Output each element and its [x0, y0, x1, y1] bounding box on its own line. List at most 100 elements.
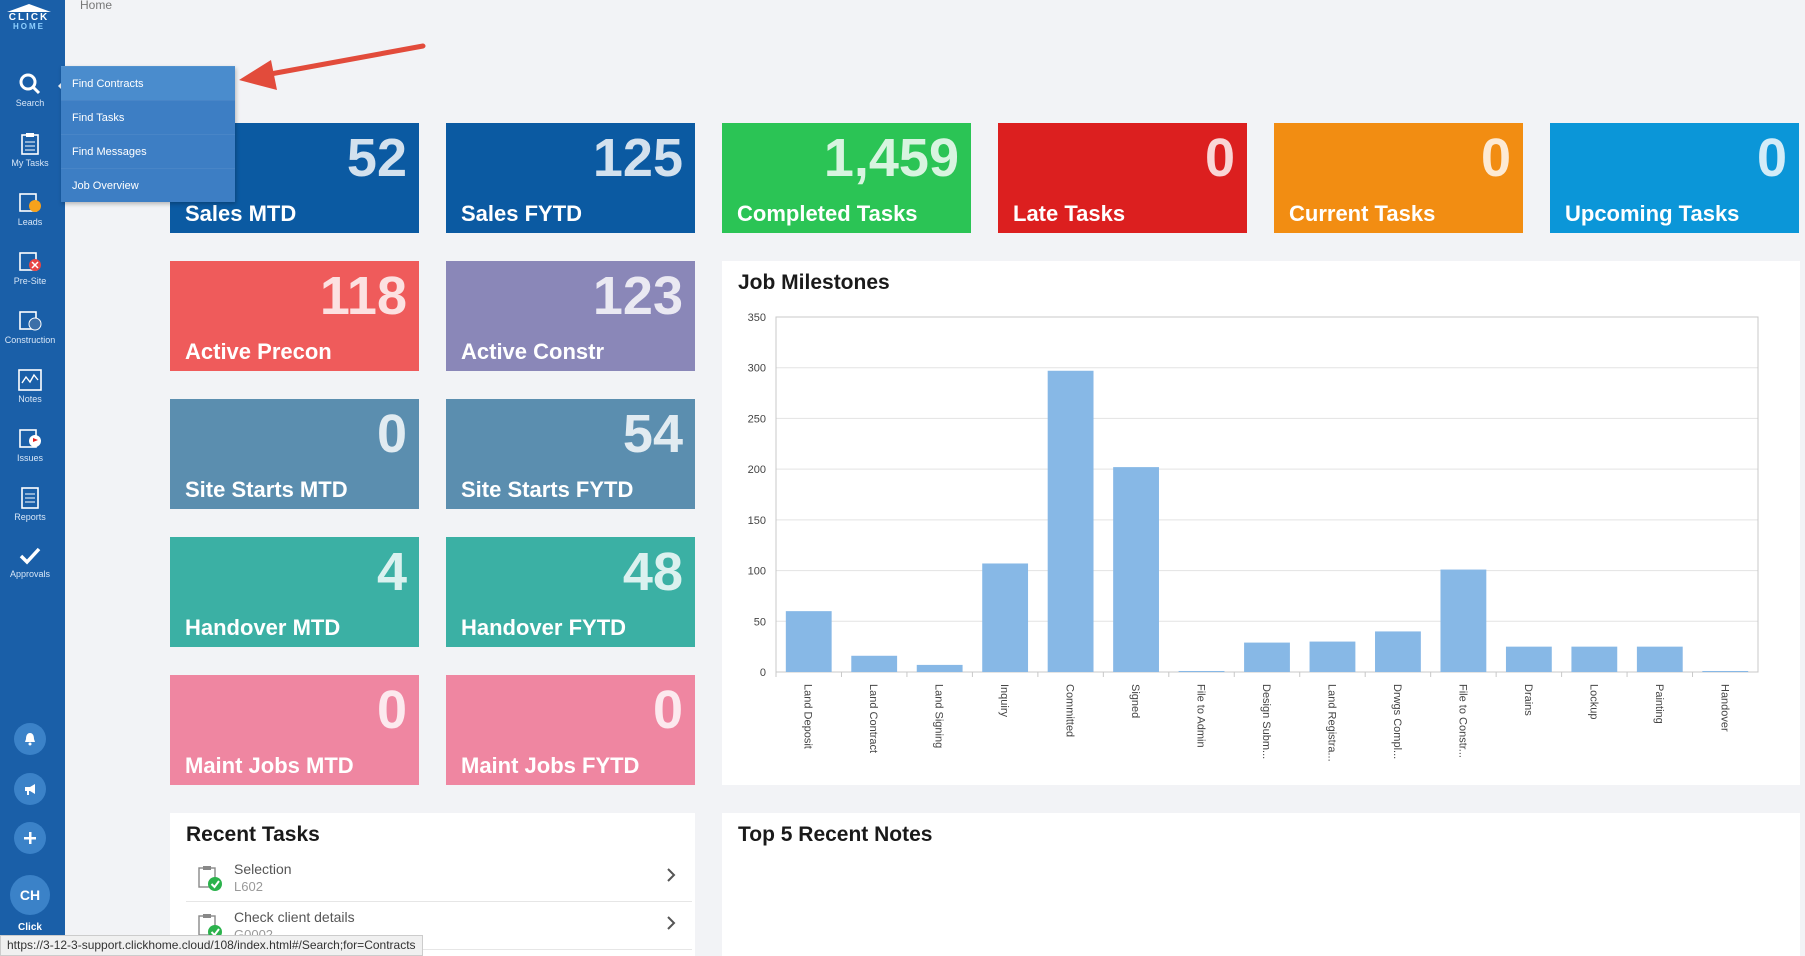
tile-handover-fytd[interactable]: 48 Handover FYTD	[446, 537, 695, 647]
tile-value: 48	[622, 542, 683, 602]
presite-icon	[19, 252, 41, 271]
y-tick-label: 50	[754, 616, 766, 628]
bar	[1375, 631, 1421, 672]
y-tick-label: 200	[748, 464, 766, 476]
sidebar-item-pre-site[interactable]: Pre-Site	[0, 250, 60, 286]
tile-current-tasks[interactable]: 0 Current Tasks	[1274, 123, 1523, 233]
tile-upcoming-tasks[interactable]: 0 Upcoming Tasks	[1550, 123, 1799, 233]
x-tick-label: Drains	[1522, 684, 1534, 716]
chevron-right-icon[interactable]	[664, 867, 678, 883]
tile-late-tasks[interactable]: 0 Late Tasks	[998, 123, 1247, 233]
tile-value: 123	[592, 266, 683, 326]
sidebar-item-search[interactable]: Search	[0, 72, 60, 108]
tile-label: Sales MTD	[185, 201, 297, 226]
sidebar-item-my-tasks[interactable]: My Tasks	[0, 132, 60, 168]
tile-label: Sales FYTD	[461, 201, 583, 226]
menu-item-find-tasks[interactable]: Find Tasks	[61, 100, 235, 134]
tile-site-starts-mtd[interactable]: 0 Site Starts MTD	[170, 399, 419, 509]
tile-value: 52	[346, 128, 407, 188]
bar	[1702, 670, 1749, 672]
y-tick-label: 300	[748, 363, 766, 375]
sidebar-item-notes[interactable]: Notes	[0, 368, 60, 404]
plus-icon	[24, 832, 36, 844]
recent-notes-title: Top 5 Recent Notes	[738, 823, 933, 846]
x-tick-label: Handover	[1718, 684, 1730, 732]
tile-maint-jobs-mtd[interactable]: 0 Maint Jobs MTD	[170, 675, 419, 785]
tile-active-precon[interactable]: 118 Active Precon	[170, 261, 419, 371]
tile-completed-tasks[interactable]: 1,459 Completed Tasks	[722, 123, 971, 233]
leads-icon	[19, 193, 41, 212]
x-tick-label: Land Contract	[867, 684, 879, 753]
sidebar-item-leads[interactable]: Leads	[0, 191, 60, 227]
tile-maint-jobs-fytd[interactable]: 0 Maint Jobs FYTD	[446, 675, 695, 785]
x-tick-label: Land Signing	[933, 684, 945, 748]
bar	[982, 563, 1029, 672]
y-tick-label: 0	[760, 667, 766, 679]
y-tick-label: 250	[748, 413, 766, 425]
bar	[1244, 642, 1290, 672]
annotation-arrow	[239, 43, 426, 90]
notifications-button[interactable]	[14, 723, 46, 755]
bar	[1440, 569, 1487, 672]
x-tick-label: Design Subm...	[1260, 684, 1272, 759]
bar	[1309, 641, 1356, 672]
tile-handover-mtd[interactable]: 4 Handover MTD	[170, 537, 419, 647]
announcements-button[interactable]	[14, 773, 46, 805]
bell-icon	[25, 733, 35, 746]
user-label: Click	[18, 922, 42, 933]
y-tick-label: 350	[748, 312, 766, 324]
bar	[1047, 370, 1094, 672]
x-tick-label: Land Deposit	[802, 684, 814, 749]
bar	[1571, 646, 1618, 672]
tile-label: Late Tasks	[1013, 201, 1126, 226]
task-complete-icon	[198, 866, 222, 891]
tile-value: 0	[652, 680, 683, 740]
breadcrumb[interactable]: Home	[80, 0, 113, 12]
y-tick-label: 100	[748, 566, 766, 578]
bar	[851, 655, 898, 672]
user-avatar[interactable]: CH	[10, 875, 50, 915]
chevron-right-icon[interactable]	[664, 915, 678, 931]
tile-site-starts-fytd[interactable]: 54 Site Starts FYTD	[446, 399, 695, 509]
recent-tasks-title: Recent Tasks	[186, 823, 320, 846]
sidebar-item-issues[interactable]: Issues	[0, 427, 60, 463]
sidebar-item-construction[interactable]: Construction	[0, 309, 60, 345]
x-tick-label: Land Registra...	[1325, 684, 1337, 762]
bar	[916, 664, 963, 672]
tile-label: Site Starts MTD	[185, 477, 348, 502]
clipboard-icon	[21, 133, 39, 155]
tile-value: 0	[376, 404, 407, 464]
task-ref: L602	[234, 879, 263, 894]
task-row[interactable]: Selection L602	[186, 855, 692, 902]
sidebar-item-approvals[interactable]: Approvals	[0, 545, 60, 579]
job-milestones-panel: Job Milestones 0 50 100 150 200 250 300 350 Land…	[722, 261, 1800, 785]
tile-label: Completed Tasks	[737, 201, 918, 226]
menu-item-find-contracts[interactable]: Find Contracts	[61, 66, 235, 100]
clickhome-logo[interactable]: CLICK HOME	[0, 0, 65, 40]
tile-sales-fytd[interactable]: 125 Sales FYTD	[446, 123, 695, 233]
notes-icon	[18, 369, 42, 391]
menu-item-find-messages[interactable]: Find Messages	[61, 134, 235, 168]
tile-value: 0	[376, 680, 407, 740]
tile-value: 125	[592, 128, 683, 188]
x-tick-label: File to Admin	[1195, 684, 1207, 748]
search-icon	[19, 73, 41, 95]
tile-label: Upcoming Tasks	[1565, 201, 1740, 226]
tile-active-constr[interactable]: 123 Active Constr	[446, 261, 695, 371]
issues-icon	[19, 429, 41, 448]
bar	[1505, 646, 1552, 672]
construction-icon	[19, 311, 42, 331]
tile-label: Handover FYTD	[461, 615, 627, 640]
sidebar-item-reports[interactable]: Reports	[0, 486, 60, 522]
megaphone-icon	[25, 784, 35, 795]
check-icon	[19, 547, 41, 565]
bar	[1113, 467, 1159, 672]
add-button[interactable]	[14, 822, 46, 854]
x-tick-label: Drwgs Compl...	[1391, 684, 1403, 759]
menu-item-job-overview[interactable]: Job Overview	[61, 168, 235, 202]
tile-label: Maint Jobs FYTD	[461, 753, 640, 778]
tile-value: 4	[376, 542, 407, 602]
x-tick-label: Painting	[1653, 684, 1665, 724]
tile-value: 1,459	[823, 128, 959, 188]
tile-value: 118	[319, 266, 407, 326]
